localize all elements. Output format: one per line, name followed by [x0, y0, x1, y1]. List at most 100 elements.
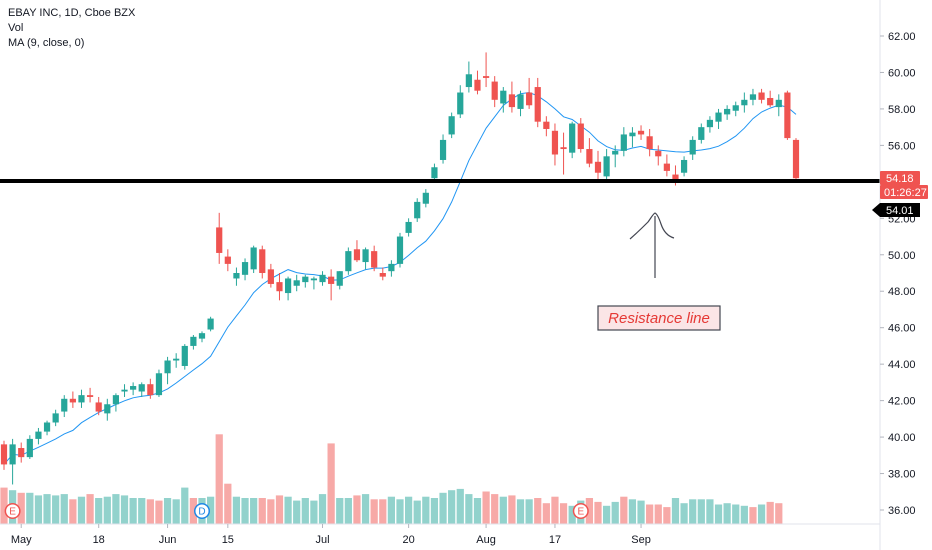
volume-bar	[241, 498, 249, 524]
crosshair-price-label: 54.01	[872, 203, 920, 217]
candle	[362, 247, 369, 270]
candle	[138, 382, 145, 397]
volume-bar	[646, 504, 654, 524]
candle	[181, 344, 188, 370]
candle	[78, 389, 85, 408]
volume-bar	[516, 499, 525, 524]
volume-bar	[267, 499, 275, 524]
candle	[241, 258, 249, 281]
legend-ma[interactable]: MA (9, close, 0)	[8, 37, 85, 49]
volume-bar	[138, 498, 146, 524]
candle	[267, 263, 274, 288]
marker-label: E	[9, 507, 16, 518]
candle	[233, 267, 240, 286]
volume-bar	[206, 496, 215, 524]
volume-bar	[491, 494, 499, 524]
price-axis[interactable]: 62.0060.0058.0056.0054.0052.0050.0048.00…	[880, 31, 916, 517]
legend-volume[interactable]: Vol	[8, 22, 24, 34]
time-tick: Jul	[315, 524, 330, 546]
candle	[775, 94, 782, 117]
candle	[9, 438, 16, 485]
earnings-marker[interactable]: E	[4, 503, 21, 519]
candle	[328, 269, 335, 301]
time-tick: Jun	[159, 524, 176, 546]
volume-bar	[499, 496, 507, 524]
price-tick-label: 48.00	[888, 286, 916, 298]
candle	[155, 369, 163, 397]
time-tick-label: 20	[402, 534, 414, 546]
price-label-current: 54.18 01:26:27	[880, 171, 928, 199]
earnings-marker[interactable]: E	[572, 503, 589, 519]
candle	[594, 150, 602, 181]
candle	[767, 90, 774, 108]
volume-bar	[749, 507, 757, 524]
candle	[439, 134, 447, 164]
candle	[121, 384, 128, 397]
time-axis[interactable]: May 18 Jun 15 Jul 20 Aug 17 Sep	[11, 524, 651, 546]
volume-bar	[224, 483, 232, 524]
volume-bar	[404, 496, 413, 524]
candle	[336, 271, 343, 290]
volume-bar	[387, 496, 396, 524]
candle	[276, 273, 283, 301]
volume-bar	[473, 498, 482, 524]
volume-bar	[671, 498, 680, 524]
volume-bar	[86, 494, 94, 524]
candle	[104, 398, 111, 421]
price-tick: 62.00	[880, 31, 916, 43]
dividend-marker[interactable]: D	[194, 503, 210, 519]
volume-bar	[585, 498, 594, 524]
volume-bar	[77, 496, 86, 524]
price-tick: 46.00	[880, 323, 916, 335]
candle	[457, 85, 464, 119]
volume-bar	[17, 492, 25, 524]
candle	[371, 245, 378, 272]
volume-bar	[172, 499, 180, 524]
volume-bar	[258, 498, 266, 524]
candle	[284, 276, 292, 301]
volume-bar	[637, 500, 645, 524]
volume-bar	[430, 498, 439, 524]
volume-bar	[379, 499, 387, 524]
volume-bar	[706, 499, 714, 524]
candle	[405, 218, 412, 237]
candle	[0, 440, 8, 470]
candle	[259, 245, 266, 279]
volume-bar	[723, 503, 731, 524]
candle	[379, 267, 386, 281]
resistance-label-box[interactable]: Resistance line	[597, 305, 721, 331]
candle	[560, 132, 567, 175]
volume-bar	[740, 505, 748, 524]
time-tick-label: 15	[222, 534, 234, 546]
legend-symbol[interactable]: EBAY INC, 1D, Cboe BZX	[8, 7, 136, 19]
price-tick-label: 36.00	[888, 505, 916, 517]
volume-bar	[34, 495, 43, 524]
candle	[465, 61, 472, 93]
candle	[732, 101, 739, 117]
volume-bar	[482, 491, 490, 524]
volume-bar	[732, 504, 740, 524]
volume-bar	[293, 500, 301, 524]
resistance-label: Resistance line	[608, 310, 710, 327]
price-tick-label: 38.00	[888, 469, 916, 481]
candle	[207, 316, 214, 332]
candle	[414, 198, 421, 222]
volume-bar	[69, 499, 77, 524]
volume-bar	[551, 496, 559, 524]
price-tick-label: 44.00	[888, 359, 916, 371]
candle	[749, 88, 757, 106]
price-tick-label: 40.00	[888, 432, 916, 444]
marker-label: D	[198, 507, 205, 518]
volume-bar	[611, 501, 619, 524]
volume-bar	[163, 498, 172, 524]
volume-bar	[568, 505, 576, 524]
volume-bar	[775, 503, 783, 524]
volume-bar	[60, 494, 68, 524]
volume-bar	[396, 499, 404, 524]
candle	[147, 378, 154, 399]
volume-bar	[594, 501, 602, 524]
price-tick-label: 46.00	[888, 323, 916, 335]
candle	[164, 356, 171, 385]
